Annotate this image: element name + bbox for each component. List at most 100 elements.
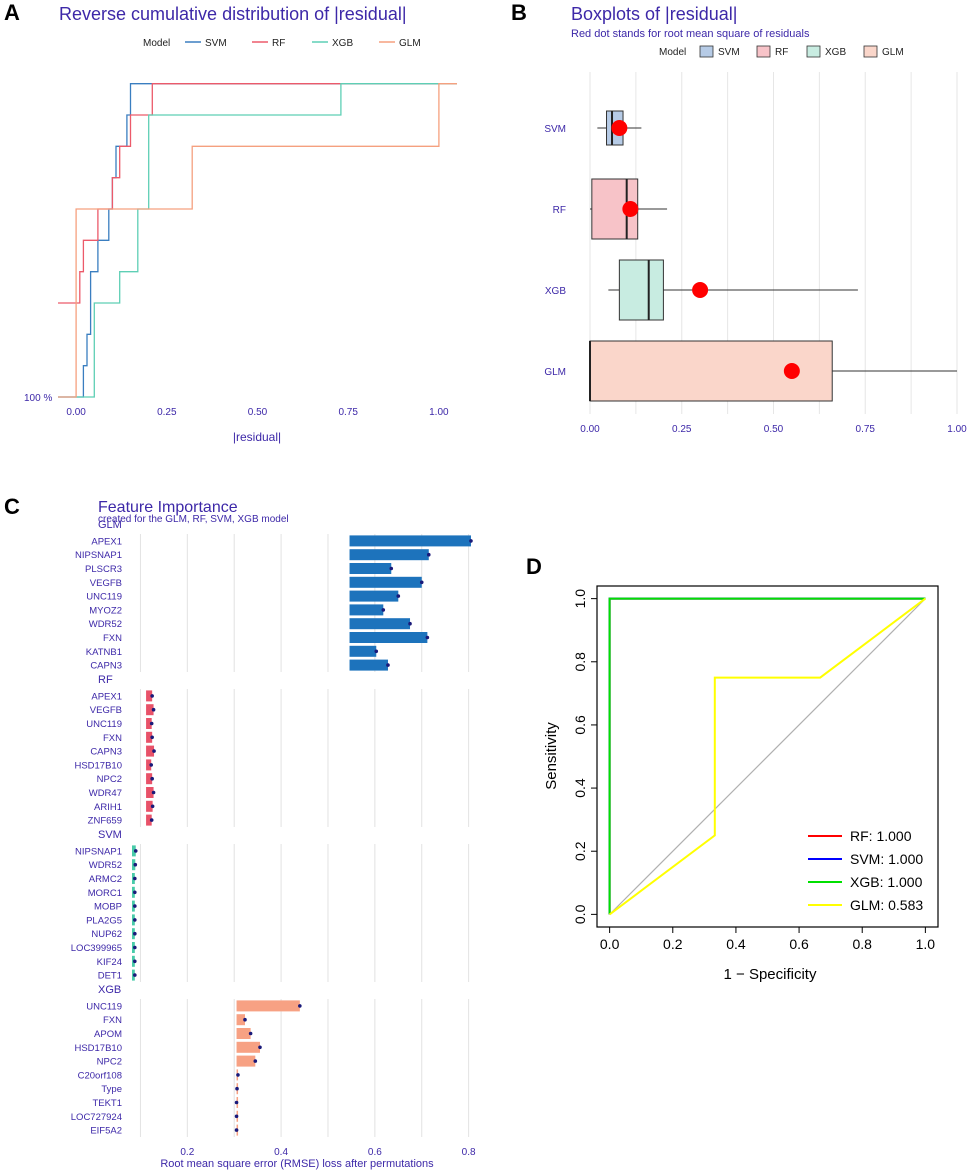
- panel-c-bar-xgb-npc2: [236, 1055, 256, 1067]
- panel-c-bar-rf-npc2: [146, 773, 153, 785]
- panel-d-y-tick-3: 0.6: [572, 715, 588, 735]
- panel-c-bar-point-xgb-fxn: [243, 1017, 247, 1022]
- panel-b-x-tick-1: 0.25: [672, 424, 692, 435]
- panel-c-bar-point-svm-kif24: [133, 959, 137, 964]
- panel-c-bar-rf-capn3: [146, 745, 155, 757]
- panel-c-grid: [139, 534, 470, 1137]
- panel-d-x-tick-5: 1.0: [916, 936, 936, 952]
- panel-a-legend-label-xgb: XGB: [332, 38, 353, 49]
- panel-c-feature-label-glm-plscr3: PLSCR3: [85, 564, 122, 575]
- panel-c-feature-label-glm-wdr52: WDR52: [89, 619, 122, 630]
- panel-c-bar-rf-vegfb: [146, 704, 154, 716]
- panel-c-bar-point-svm-morc1: [133, 890, 137, 895]
- panel-c-bar-point-xgb-type: [235, 1086, 239, 1091]
- panel-b-subtitle: Red dot stands for root mean square of r…: [571, 28, 810, 40]
- panel-a-line-svm: [58, 83, 457, 398]
- panel-d-x-tick-0: 0.0: [600, 936, 620, 952]
- panel-d-legend-label-rf: RF: 1.000: [850, 828, 912, 844]
- panel-a-line-glm: [58, 83, 457, 398]
- panel-c-feature-label-xgb-c20orf108: C20orf108: [78, 1070, 122, 1081]
- panel-c-feature-label-rf-fxn: FXN: [103, 733, 122, 744]
- panel-c-bar-point-rf-fxn: [150, 735, 154, 740]
- panel-c-bar-glm-unc119: [349, 590, 399, 602]
- panel-c-bar-xgb-hsd17b10: [236, 1041, 260, 1053]
- panel-c-feature-label-rf-znf659: ZNF659: [88, 816, 122, 827]
- panel-d-x-axis-label: 1 − Specificity: [724, 966, 817, 983]
- panel-b-rmse-dot-xgb: [692, 282, 709, 298]
- panel-b-x-ticks: 0.00 0.25 0.50 0.75 1.00: [580, 424, 967, 435]
- panel-b-legend-label-glm: GLM: [882, 47, 904, 58]
- panel-c-bar-point-glm-capn3: [386, 663, 390, 667]
- panel-b-legend-key-svm: [699, 45, 714, 58]
- panel-b-y-label-glm: GLM: [544, 367, 566, 378]
- panel-label-d: D: [526, 554, 542, 579]
- panel-c-bar-point-xgb-loc727924: [234, 1114, 239, 1119]
- panel-c-bar-point-glm-apex1: [469, 539, 473, 543]
- panel-c-bar-point-svm-wdr52: [133, 862, 138, 867]
- panel-c-bar-point-glm-plscr3: [389, 566, 394, 571]
- panel-c-feature-label-xgb-eif5a2: EIF5A2: [90, 1126, 122, 1137]
- panel-c-x-ticks: 0.2 0.4 0.6 0.8: [180, 1147, 476, 1158]
- panel-d-legend-label-glm: GLM: 0.583: [850, 897, 923, 913]
- panel-c-feature-label-rf-arih1: ARIH1: [94, 802, 122, 813]
- panel-d-x-tick-4: 0.8: [852, 936, 872, 952]
- panel-c-bar-xgb-apom: [236, 1028, 251, 1039]
- panel-a-x-tick-0: 0.00: [66, 407, 86, 418]
- panel-c-feature-label-svm-nipsnap1: NIPSNAP1: [75, 846, 122, 857]
- panel-a-x-tick-2: 0.50: [248, 407, 268, 418]
- panel-c-bar-rf-apex1: [146, 690, 153, 702]
- panel-b-x-tick-4: 1.00: [947, 424, 967, 435]
- panel-d-x-tick-1: 0.2: [663, 936, 683, 952]
- panel-c-feature-label-glm-vegfb: VEGFB: [90, 578, 122, 589]
- panel-c-bar-point-xgb-apom: [248, 1031, 253, 1036]
- panel-c-group-title-rf: RF: [98, 674, 113, 686]
- panel-c-bar-glm-vegfb: [349, 576, 422, 588]
- panel-c-bar-point-glm-vegfb: [419, 580, 424, 585]
- panel-c-bar-rf-arih1: [146, 800, 153, 812]
- panel-c-bar-point-glm-fxn: [425, 635, 430, 640]
- panel-c-feature-label-xgb-tekt1: TEKT1: [92, 1098, 122, 1109]
- panel-c-feature-label-svm-mobp: MOBP: [94, 902, 122, 913]
- panel-c-bar-rf-wdr47: [146, 787, 154, 798]
- panel-b-rmse-dot-glm: [783, 363, 800, 379]
- panel-d-legend-label-xgb: XGB: 1.000: [850, 874, 923, 890]
- panel-c-bar-point-glm-nipsnap1: [426, 552, 431, 557]
- panel-c-group-title-glm: GLM: [98, 519, 122, 531]
- panel-c-bar-point-rf-arih1: [150, 804, 155, 809]
- panel-a-chart: Reverse cumulative distribution of |resi…: [24, 4, 457, 444]
- panel-a-line-xgb: [58, 83, 457, 398]
- panel-d-y-tick-2: 0.4: [572, 778, 588, 798]
- panel-d-roc-curves: [608, 597, 927, 916]
- panel-c-feature-label-svm-pla2g5: PLA2G5: [86, 915, 122, 926]
- panel-c-feature-label-glm-apex1: APEX1: [91, 536, 122, 547]
- panel-label-a: A: [4, 0, 20, 25]
- panel-c-feature-label-svm-armc2: ARMC2: [89, 874, 122, 885]
- panel-d-y-axis-label: Sensitivity: [543, 722, 560, 790]
- panel-a-x-tick-4: 1.00: [429, 407, 449, 418]
- panel-b-y-label-rf: RF: [553, 205, 566, 216]
- panel-d-chart: 0.0 0.0 0.2 0.2 0.4 0.4 0.6 0.6 0.8 0.8 1.0 1.0 RF:…: [543, 585, 939, 983]
- panel-c-feature-label-xgb-fxn: FXN: [103, 1015, 122, 1026]
- panel-a-series: [58, 83, 457, 398]
- panel-c-bar-point-rf-wdr47: [151, 790, 156, 795]
- panel-a-x-tick-1: 0.25: [157, 407, 177, 418]
- panel-c-bar-rf-unc119: [146, 718, 152, 729]
- panel-c-bar-glm-myoz2: [349, 604, 384, 616]
- panel-b-legend: SVM RF XGB GLM: [699, 45, 904, 58]
- panel-d-roc-xgb: [608, 597, 926, 915]
- panel-c-groups: GLM APEX1 NIPSNAP1 PLSCR3 VEGFB UNC119 MYOZ2 WD…: [71, 519, 473, 1137]
- panel-c-bar-point-svm-mobp: [133, 904, 137, 908]
- panel-c-bar-point-xgb-hsd17b10: [258, 1045, 262, 1050]
- panel-d-x-tick-2: 0.4: [726, 936, 746, 952]
- panel-c-group-title-svm: SVM: [98, 829, 122, 841]
- panel-c-bar-glm-apex1: [349, 535, 471, 547]
- panel-c-x-axis-label: Root mean square error (RMSE) loss after…: [160, 1158, 434, 1170]
- panel-a-x-ticks: 0.00 0.25 0.50 0.75 1.00: [66, 407, 449, 418]
- panel-c-bar-point-svm-det1: [133, 973, 137, 977]
- panel-c-bar-point-xgb-npc2: [253, 1059, 258, 1063]
- panel-c-feature-label-rf-vegfb: VEGFB: [90, 705, 122, 716]
- panel-c-bar-point-rf-capn3: [152, 749, 156, 753]
- panel-c-feature-label-glm-unc119: UNC119: [86, 592, 122, 603]
- panel-c-bar-glm-katnb1: [349, 645, 377, 657]
- panel-c-bar-point-xgb-eif5a2: [234, 1128, 239, 1132]
